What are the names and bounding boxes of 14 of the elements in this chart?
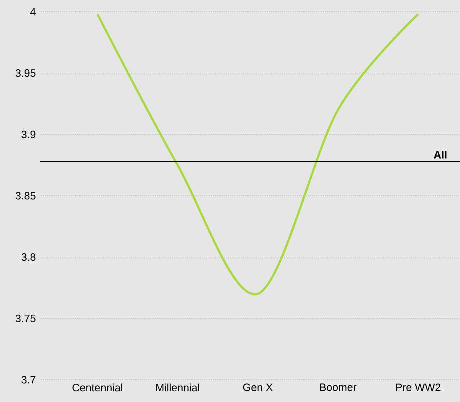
x-tick-label: Gen X [243,384,273,392]
y-tick-label: 3.9 [22,130,36,138]
y-tick-label: 3.75 [16,314,36,322]
x-tick-label: Boomer [320,384,357,392]
y-tick-label: 3.8 [22,254,36,262]
y-tick-label: 3.85 [16,192,36,200]
x-tick-label: Centennial [72,384,122,392]
line-series [96,13,420,296]
x-tick-label: Pre WW2 [396,384,441,392]
x-tick-label: Millennial [156,384,200,392]
ref-line-label: All [434,150,447,159]
y-tick-label: 3.7 [22,376,36,384]
y-tick-label: 4 [30,8,36,16]
y-tick-label: 3.95 [16,70,36,78]
